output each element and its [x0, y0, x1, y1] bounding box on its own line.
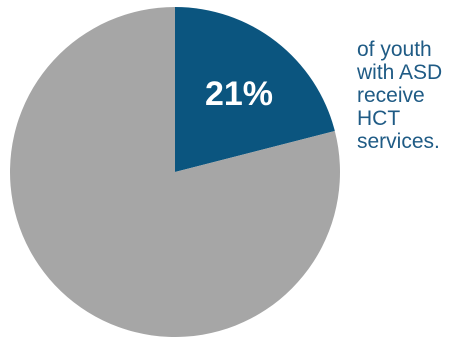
- caption-text: of youth with ASD receive HCT services.: [357, 38, 457, 153]
- caption-line: of youth: [357, 38, 432, 61]
- pie-slices: [9, 7, 340, 337]
- caption-line: with ASD: [357, 61, 443, 84]
- slice-label-21-percent: 21%: [205, 75, 273, 113]
- pie-slice-highlight: [175, 7, 335, 172]
- caption-line: HCT: [357, 107, 401, 130]
- caption-line: receive: [357, 84, 425, 107]
- pie-slice-remainder: [9, 7, 340, 337]
- caption-line: services.: [357, 130, 440, 153]
